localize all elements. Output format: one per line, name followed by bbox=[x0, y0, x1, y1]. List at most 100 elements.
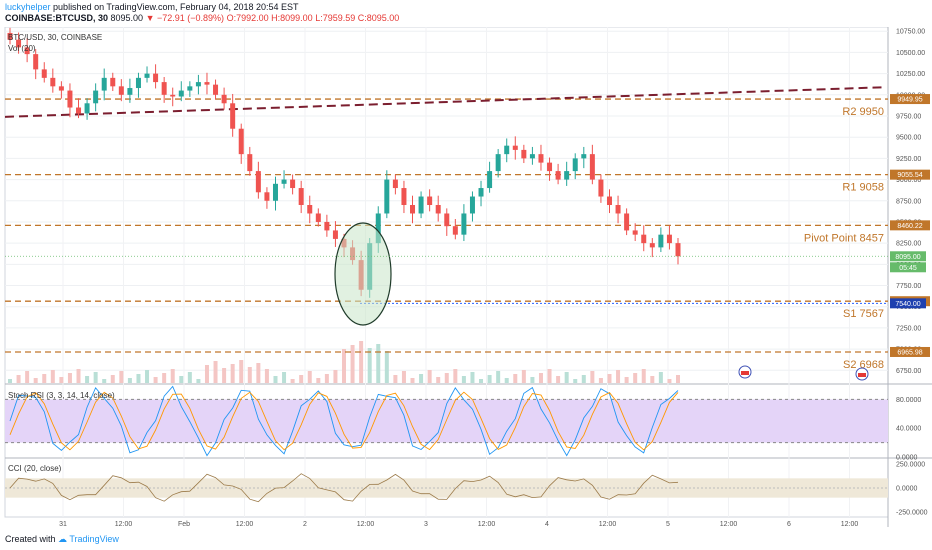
volume-bar bbox=[564, 372, 569, 383]
pivot-label: S2 6968 bbox=[843, 359, 884, 371]
volume-bar bbox=[496, 371, 501, 383]
stoch-d-line bbox=[9, 391, 679, 451]
candle-body bbox=[290, 179, 296, 189]
volume-bar bbox=[25, 371, 30, 383]
candle-body bbox=[649, 243, 655, 248]
volume-bar bbox=[650, 376, 655, 383]
tradingview-logo-icon: ☁ bbox=[58, 534, 68, 544]
y-tick-label: 9750.00 bbox=[896, 114, 921, 121]
price-tag bbox=[890, 262, 926, 273]
volume-bar bbox=[153, 377, 158, 383]
volume-bar bbox=[230, 364, 235, 383]
volume-bar bbox=[239, 360, 244, 383]
candle-body bbox=[504, 145, 510, 155]
volume-bar bbox=[641, 369, 646, 383]
candle-body bbox=[555, 171, 561, 180]
volume-bar bbox=[350, 345, 355, 383]
price-change: ▼ −72.91 (−0.89%) bbox=[145, 13, 225, 23]
candle-body bbox=[213, 84, 219, 95]
footer: Created with ☁ TradingView bbox=[5, 534, 119, 545]
price-tag bbox=[890, 298, 926, 309]
volume-bar bbox=[145, 370, 150, 383]
plot-frame bbox=[4, 27, 889, 518]
y-tick-label: 8250.00 bbox=[896, 241, 921, 248]
brand-name[interactable]: TradingView bbox=[69, 534, 119, 544]
author-link[interactable]: luckyhelper bbox=[5, 2, 51, 12]
candle-body bbox=[41, 69, 47, 78]
x-tick-label: 3 bbox=[424, 521, 428, 527]
candle-body bbox=[401, 188, 407, 205]
candle-body bbox=[410, 205, 416, 214]
candle-body bbox=[572, 158, 578, 172]
volume-bar bbox=[427, 370, 432, 383]
volume-bar bbox=[624, 377, 629, 383]
candle-body bbox=[221, 94, 227, 104]
candle-body bbox=[641, 234, 647, 244]
ohlc-line: COINBASE:BTCUSD, 30 8095.00 ▼ −72.91 (−0… bbox=[5, 13, 399, 23]
candle-body bbox=[632, 230, 638, 235]
low-value: L:7959.59 bbox=[315, 13, 356, 23]
candle-body bbox=[110, 77, 116, 87]
candle-body bbox=[564, 171, 570, 180]
volume-bar bbox=[247, 367, 252, 383]
volume-bar bbox=[393, 375, 398, 383]
candle-body bbox=[50, 77, 56, 87]
volume-bar bbox=[264, 369, 269, 383]
candle-body bbox=[195, 82, 201, 87]
candle-body bbox=[615, 205, 621, 214]
volume-bar bbox=[376, 344, 381, 383]
volume-bar bbox=[590, 371, 595, 383]
volume-bar bbox=[342, 349, 346, 383]
candle-body bbox=[67, 90, 73, 108]
candle-body bbox=[478, 188, 484, 197]
volume-bar bbox=[204, 365, 209, 383]
open-value: O:7992.00 bbox=[226, 13, 269, 23]
pivot-price-tag bbox=[890, 169, 930, 180]
y-tick-label: 9250.00 bbox=[896, 156, 921, 163]
candle-body bbox=[512, 145, 518, 150]
highlight-ellipse bbox=[334, 222, 392, 326]
pivot-label: Pivot Point 8457 bbox=[804, 232, 884, 244]
price-tag-text: 05:45 bbox=[899, 265, 917, 272]
volume-bar bbox=[598, 378, 603, 383]
volume-bar bbox=[162, 373, 167, 383]
high-value: H:8099.00 bbox=[271, 13, 313, 23]
volume-bar bbox=[658, 372, 663, 383]
pivot-price-tag bbox=[890, 346, 930, 357]
event-flag-icon bbox=[858, 373, 866, 377]
volume-bar bbox=[333, 370, 338, 383]
x-tick-label: 12:00 bbox=[599, 521, 617, 527]
candle-body bbox=[521, 149, 527, 159]
candle-body bbox=[24, 47, 30, 55]
x-tick-label: Feb bbox=[178, 521, 190, 527]
candle-body bbox=[495, 154, 501, 172]
candle-body bbox=[624, 213, 630, 231]
volume-bar bbox=[299, 375, 304, 383]
rsi-tick-label: 40.0000 bbox=[896, 426, 921, 433]
volume-bar bbox=[384, 351, 389, 383]
volume-bar bbox=[556, 376, 561, 383]
volume-bar bbox=[367, 348, 372, 383]
x-tick-label: 4 bbox=[545, 521, 549, 527]
candle-body bbox=[487, 171, 493, 189]
price-tag bbox=[890, 251, 926, 262]
volume-bar bbox=[521, 370, 526, 383]
candle-body bbox=[461, 213, 467, 235]
candle-body bbox=[178, 90, 184, 97]
candle-body bbox=[581, 154, 587, 159]
volume-bar bbox=[487, 375, 492, 383]
candle-body bbox=[58, 86, 64, 91]
volume-bar bbox=[170, 369, 175, 383]
y-tick-label: 10750.00 bbox=[896, 29, 925, 36]
publish-line: luckyhelper published on TradingView.com… bbox=[5, 2, 299, 12]
main-pane-label: BTC/USD, 30, COINBASE bbox=[8, 33, 103, 42]
y-tick-label: 6750.00 bbox=[896, 368, 921, 375]
volume-bar bbox=[453, 369, 458, 383]
volume-bar bbox=[444, 373, 449, 383]
chart-svg[interactable]: 6750.007000.007250.007500.007750.008000.… bbox=[0, 27, 932, 527]
volume-bar bbox=[676, 375, 680, 383]
candle-body bbox=[307, 205, 313, 214]
volume-bar bbox=[50, 370, 55, 383]
x-tick-label: 6 bbox=[787, 521, 791, 527]
candle-body bbox=[375, 213, 381, 244]
